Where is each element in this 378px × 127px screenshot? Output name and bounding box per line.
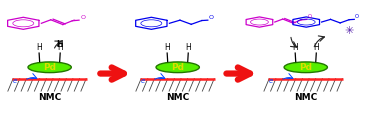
Ellipse shape [156,62,199,73]
Ellipse shape [284,62,327,73]
Text: H: H [57,43,63,52]
Text: NMC: NMC [38,93,61,102]
Text: e: e [12,78,17,84]
Text: ✳: ✳ [344,26,354,36]
Text: O: O [308,14,312,19]
Text: NMC: NMC [166,93,189,102]
Text: H: H [185,43,191,52]
Text: H: H [292,43,298,52]
Text: e: e [141,78,145,84]
Text: H: H [36,43,42,52]
Text: O: O [355,14,359,19]
Text: –: – [301,17,304,21]
Text: e: e [269,78,273,84]
Text: O: O [209,15,214,20]
Text: NMC: NMC [294,93,318,102]
Text: H: H [164,43,170,52]
Text: H: H [56,40,62,49]
Text: –: – [73,18,75,23]
Text: O: O [80,15,85,20]
Ellipse shape [28,62,71,73]
Text: Pd: Pd [43,63,56,72]
Text: Pd: Pd [299,63,312,72]
Text: H: H [313,43,319,52]
Text: Pd: Pd [171,63,184,72]
